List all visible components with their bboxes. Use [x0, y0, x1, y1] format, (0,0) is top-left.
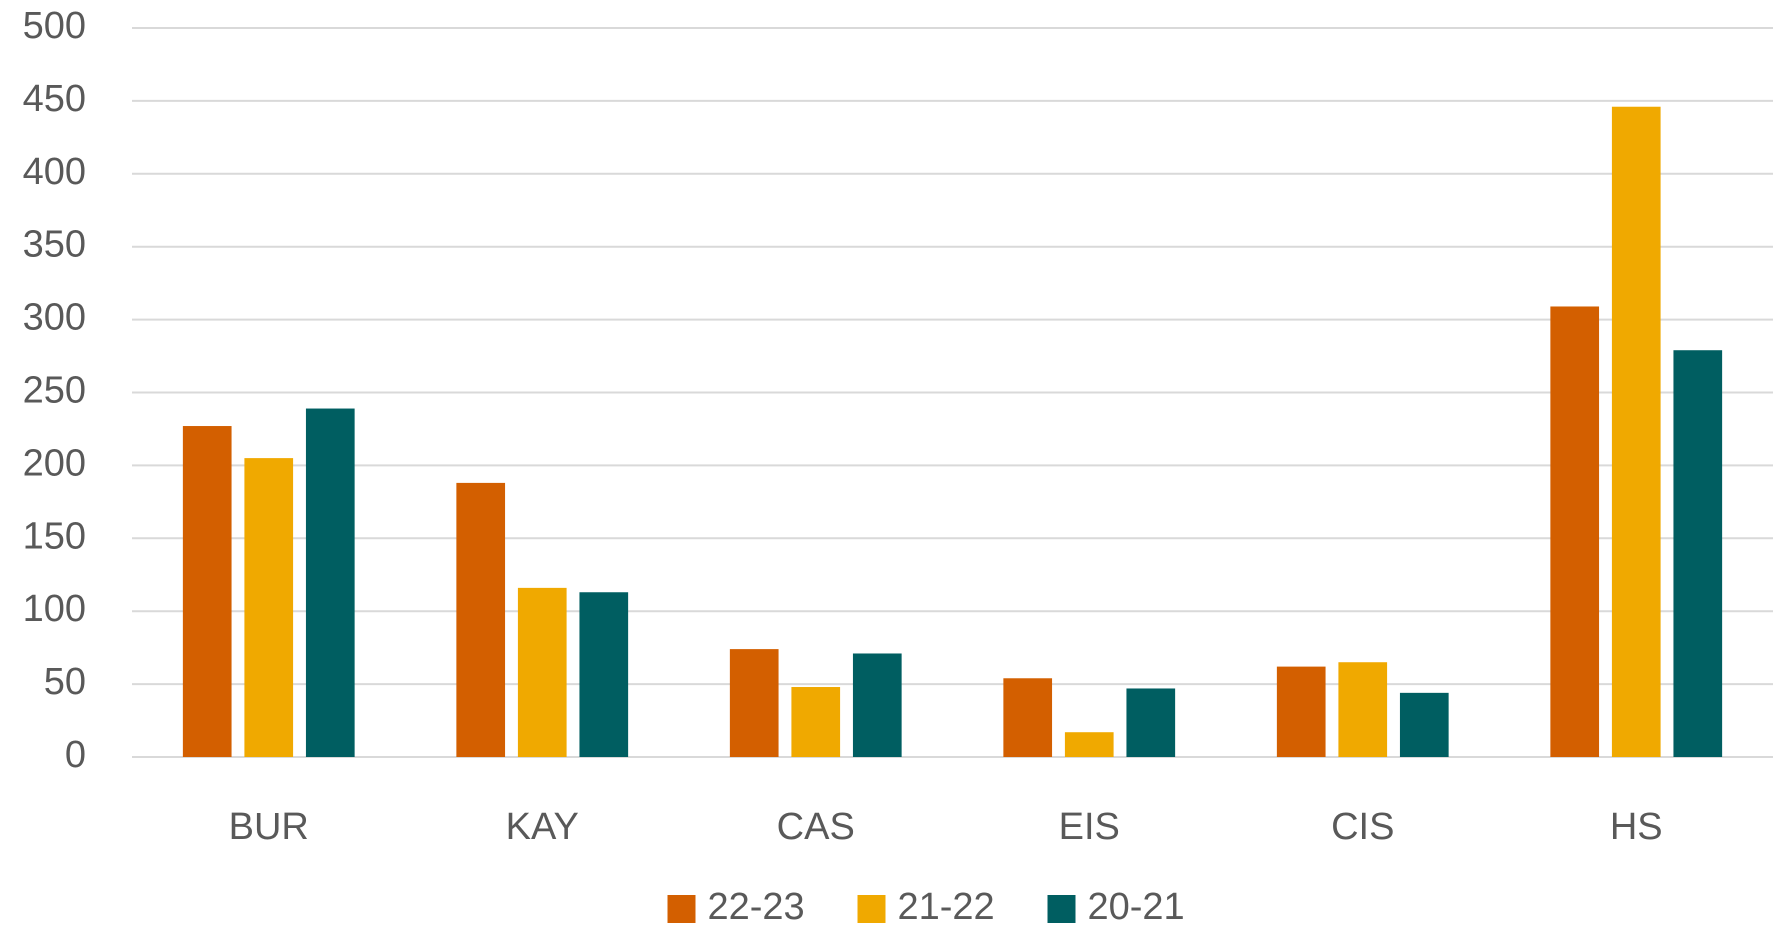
y-tick-label: 150: [23, 515, 86, 557]
bar: [852, 653, 902, 757]
bar: [1399, 692, 1449, 757]
bar: [517, 587, 567, 757]
y-tick-label: 50: [44, 661, 86, 703]
legend-label: 21-22: [898, 886, 995, 926]
bar: [729, 649, 779, 757]
bar: [1611, 106, 1661, 758]
bar: [1064, 732, 1114, 757]
y-tick-label: 500: [23, 5, 86, 47]
y-tick-label: 250: [23, 370, 86, 412]
x-tick-label: BUR: [229, 806, 309, 848]
y-tick-label: 300: [23, 297, 86, 339]
bar: [305, 408, 355, 757]
y-tick-label: 100: [23, 588, 86, 630]
x-tick-label: CIS: [1331, 806, 1394, 848]
legend-label: 22-23: [708, 886, 805, 926]
bar: [579, 592, 629, 757]
legend-swatch: [857, 895, 886, 923]
x-tick-label: HS: [1610, 806, 1663, 848]
bar: [1673, 350, 1723, 757]
x-tick-label: EIS: [1059, 806, 1120, 848]
y-tick-label: 200: [23, 442, 86, 484]
y-tick-label: 400: [23, 151, 86, 193]
legend-swatch: [667, 895, 696, 923]
y-tick-label: 0: [65, 734, 86, 776]
bar: [1276, 666, 1326, 757]
y-tick-label: 450: [23, 78, 86, 120]
bar: [1338, 662, 1388, 757]
bar: [456, 482, 506, 757]
bar: [182, 426, 232, 757]
bar: [791, 687, 841, 757]
legend-label: 20-21: [1088, 886, 1185, 926]
bar: [1126, 688, 1176, 757]
legend-swatch: [1047, 895, 1076, 923]
bar: [244, 458, 294, 757]
y-tick-label: 350: [23, 224, 86, 266]
x-tick-label: CAS: [777, 806, 855, 848]
bar: [1003, 678, 1053, 757]
bar: [1550, 306, 1600, 757]
x-tick-label: KAY: [506, 806, 579, 848]
